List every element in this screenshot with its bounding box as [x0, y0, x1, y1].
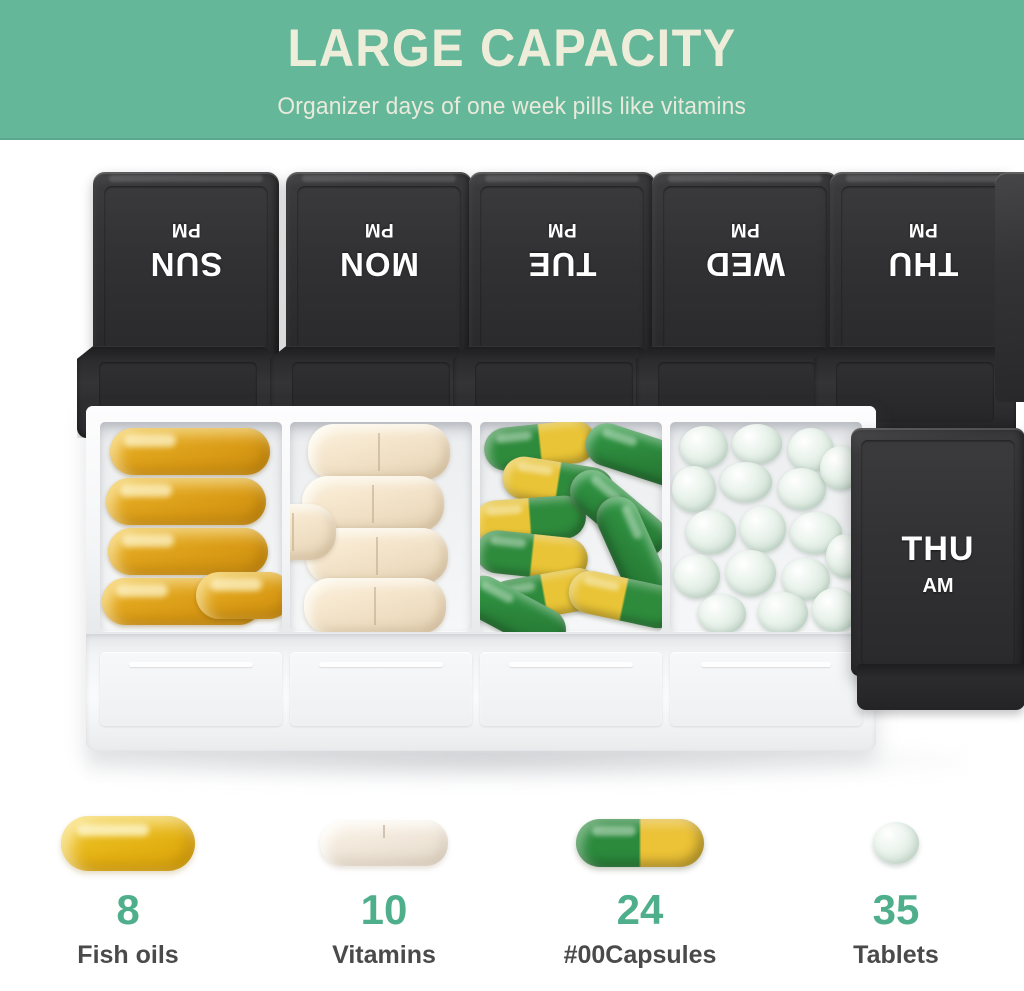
lid-highlight — [668, 175, 822, 182]
pm-lid-row: SUN PM MON PM TUE PM — [0, 140, 1024, 440]
capsule-icon — [576, 819, 704, 867]
lid-highlight — [109, 175, 263, 182]
lid-highlight — [485, 175, 639, 182]
legend-label: #00Capsules — [563, 941, 717, 969]
legend-count: 35 — [872, 886, 920, 933]
page-title: LARGE CAPACITY — [287, 18, 737, 78]
lid-highlight — [846, 175, 1000, 182]
pm-lid-wed[interactable]: WED PM — [636, 172, 838, 438]
tray-front-panel — [100, 652, 282, 726]
compartment-2-vitamins[interactable] — [290, 422, 472, 632]
lid-meridiem-text: AM — [922, 575, 954, 597]
lid-face — [652, 172, 838, 364]
lid-face — [469, 172, 655, 364]
lid-front-tab[interactable] — [857, 664, 1024, 710]
legend-count: 10 — [360, 886, 408, 933]
lid-face — [286, 172, 472, 364]
legend-art — [873, 805, 919, 881]
lid-highlight — [302, 175, 456, 182]
tray-front-panel — [480, 652, 662, 726]
pm-lid-partial-edge[interactable] — [995, 172, 1024, 402]
legend-art — [576, 805, 704, 881]
tray-front-panel — [670, 652, 862, 726]
lid-face — [851, 428, 1024, 676]
legend-item-fish-oils: 8 Fish oils — [0, 805, 256, 991]
pm-lid-sun[interactable]: SUN PM — [77, 172, 279, 438]
product-photo: SUN PM MON PM TUE PM — [0, 140, 1024, 805]
am-lid-thu[interactable]: THU AM — [851, 428, 1024, 710]
compartment-4-tablets[interactable] — [670, 422, 862, 632]
compartment-3-capsules[interactable] — [480, 422, 662, 632]
pill-organizer-tray — [86, 406, 876, 751]
legend-label: Fish oils — [77, 941, 179, 969]
legend-count: 24 — [616, 886, 664, 933]
lid-label: THU AM — [851, 532, 1024, 596]
vitamin-tablet-icon — [320, 820, 448, 866]
round-tablet-icon — [873, 822, 919, 864]
legend-art — [61, 805, 195, 881]
lid-front-tab[interactable] — [814, 346, 1016, 438]
legend-item-tablets: 35 Tablets — [768, 805, 1024, 991]
legend-item-capsules: 24 #00Capsules — [512, 805, 768, 991]
page-subtitle: Organizer days of one week pills like vi… — [277, 92, 747, 120]
tray-front-panel — [290, 652, 472, 726]
pm-lid-thu[interactable]: THU PM — [814, 172, 1016, 438]
lid-day-text: THU — [901, 530, 975, 568]
tray-front-face — [86, 634, 876, 751]
lid-face — [830, 172, 1016, 364]
compartment-1-fish-oils[interactable] — [100, 422, 282, 632]
fish-oil-softgel-icon — [61, 815, 195, 871]
capacity-legend: 8 Fish oils 10 Vitamins 24 #00Capsules 3… — [0, 805, 1024, 991]
legend-art — [320, 805, 448, 881]
header-banner: LARGE CAPACITY Organizer days of one wee… — [0, 0, 1024, 140]
pm-lid-mon[interactable]: MON PM — [270, 172, 472, 438]
lid-face — [93, 172, 279, 364]
pm-lid-tue[interactable]: TUE PM — [453, 172, 655, 438]
legend-item-vitamins: 10 Vitamins — [256, 805, 512, 991]
legend-count: 8 — [116, 886, 140, 933]
legend-label: Vitamins — [332, 941, 436, 969]
legend-label: Tablets — [853, 941, 939, 969]
